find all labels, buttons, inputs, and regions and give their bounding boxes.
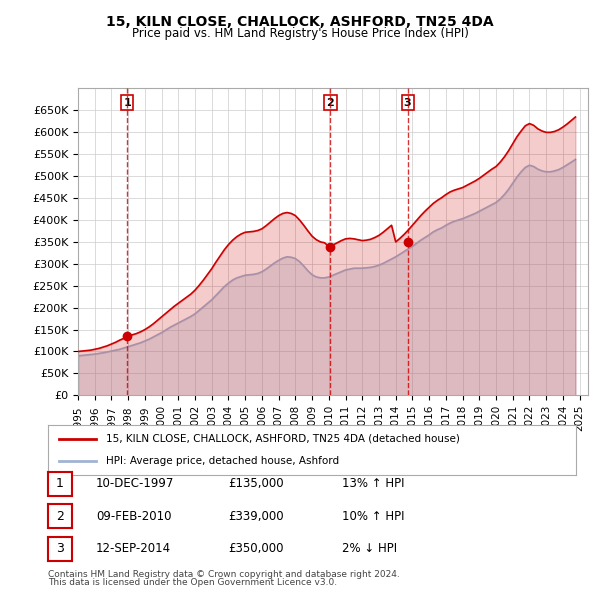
Text: 1: 1 [56, 477, 64, 490]
Text: HPI: Average price, detached house, Ashford: HPI: Average price, detached house, Ashf… [106, 456, 339, 466]
Text: 15, KILN CLOSE, CHALLOCK, ASHFORD, TN25 4DA: 15, KILN CLOSE, CHALLOCK, ASHFORD, TN25 … [106, 15, 494, 29]
Text: 09-FEB-2010: 09-FEB-2010 [96, 510, 172, 523]
Text: 15, KILN CLOSE, CHALLOCK, ASHFORD, TN25 4DA (detached house): 15, KILN CLOSE, CHALLOCK, ASHFORD, TN25 … [106, 434, 460, 444]
Text: 3: 3 [56, 542, 64, 555]
Text: Price paid vs. HM Land Registry's House Price Index (HPI): Price paid vs. HM Land Registry's House … [131, 27, 469, 40]
Text: Contains HM Land Registry data © Crown copyright and database right 2024.: Contains HM Land Registry data © Crown c… [48, 571, 400, 579]
Text: 1: 1 [124, 98, 131, 108]
Text: £350,000: £350,000 [228, 542, 284, 555]
Text: £135,000: £135,000 [228, 477, 284, 490]
Text: 2: 2 [56, 510, 64, 523]
Text: 12-SEP-2014: 12-SEP-2014 [96, 542, 171, 555]
Text: 10-DEC-1997: 10-DEC-1997 [96, 477, 175, 490]
Text: 2% ↓ HPI: 2% ↓ HPI [342, 542, 397, 555]
Text: £339,000: £339,000 [228, 510, 284, 523]
Text: This data is licensed under the Open Government Licence v3.0.: This data is licensed under the Open Gov… [48, 578, 337, 587]
Text: 3: 3 [404, 98, 412, 108]
Text: 2: 2 [326, 98, 334, 108]
Text: 13% ↑ HPI: 13% ↑ HPI [342, 477, 404, 490]
Text: 10% ↑ HPI: 10% ↑ HPI [342, 510, 404, 523]
